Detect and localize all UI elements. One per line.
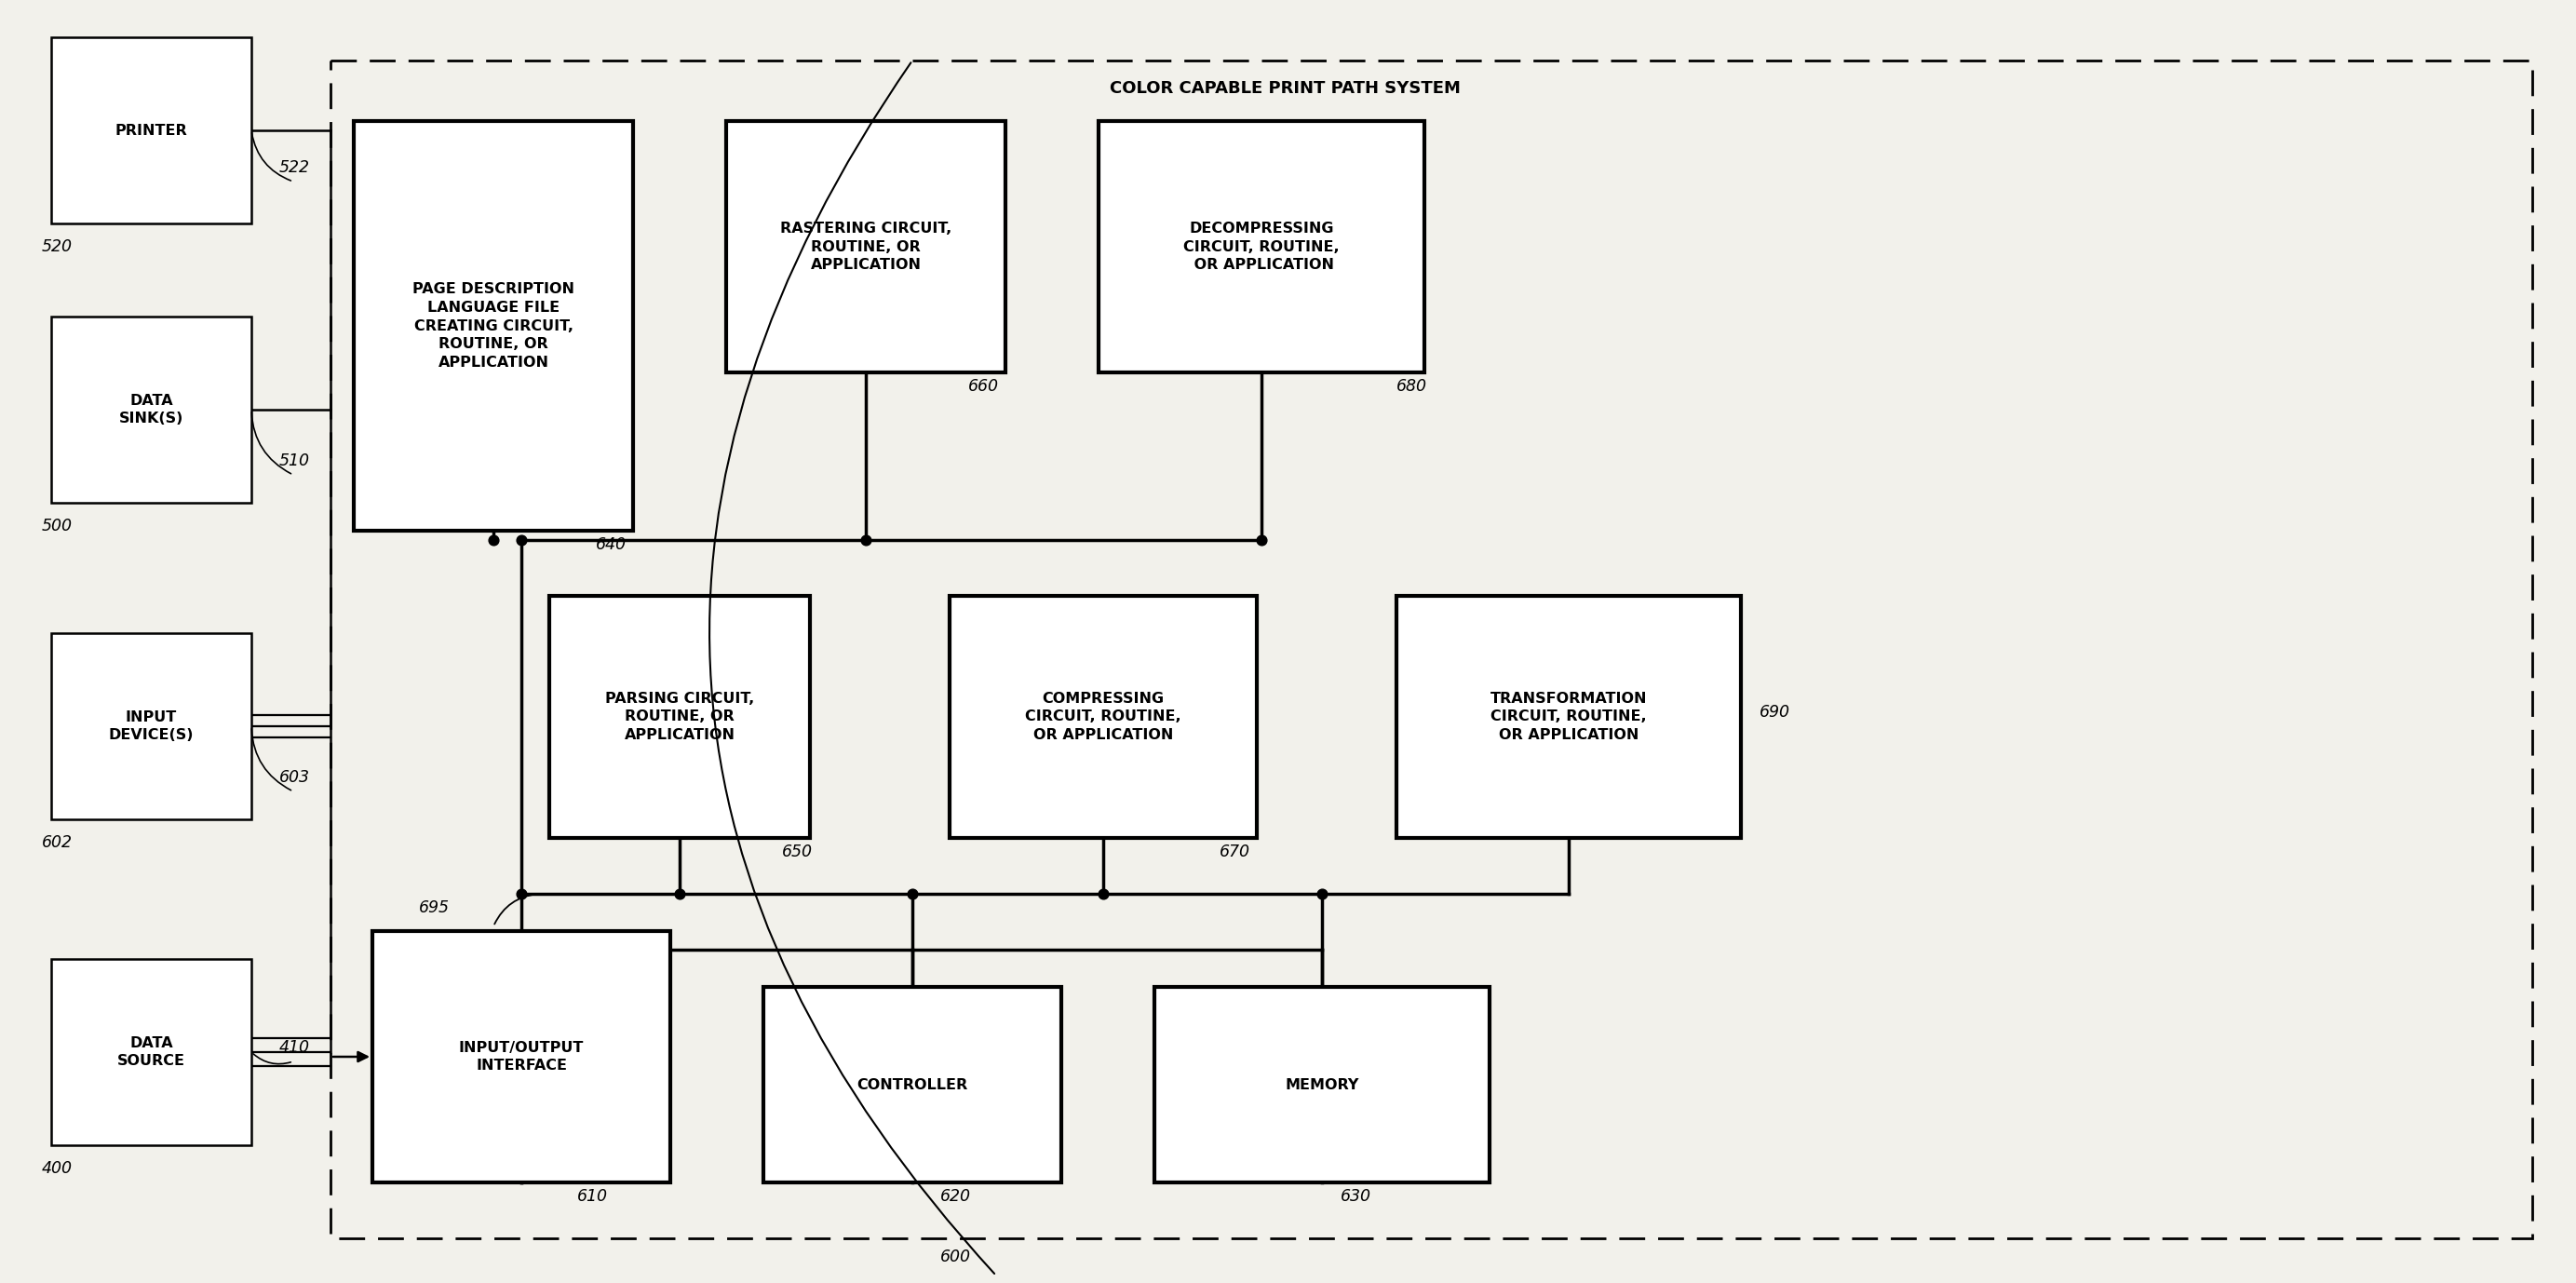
Text: 602: 602 xyxy=(41,834,72,851)
FancyBboxPatch shape xyxy=(762,987,1061,1183)
FancyBboxPatch shape xyxy=(374,931,670,1183)
Text: RASTERING CIRCUIT,
ROUTINE, OR
APPLICATION: RASTERING CIRCUIT, ROUTINE, OR APPLICATI… xyxy=(781,221,951,272)
Text: 522: 522 xyxy=(278,159,309,176)
FancyBboxPatch shape xyxy=(52,958,252,1146)
Text: 680: 680 xyxy=(1396,378,1427,395)
FancyBboxPatch shape xyxy=(1154,987,1489,1183)
Text: COMPRESSING
CIRCUIT, ROUTINE,
OR APPLICATION: COMPRESSING CIRCUIT, ROUTINE, OR APPLICA… xyxy=(1025,692,1182,743)
Text: PARSING CIRCUIT,
ROUTINE, OR
APPLICATION: PARSING CIRCUIT, ROUTINE, OR APPLICATION xyxy=(605,692,755,743)
Text: 500: 500 xyxy=(41,517,72,535)
FancyBboxPatch shape xyxy=(353,121,634,531)
Text: DECOMPRESSING
CIRCUIT, ROUTINE,
 OR APPLICATION: DECOMPRESSING CIRCUIT, ROUTINE, OR APPLI… xyxy=(1182,221,1340,272)
Text: DATA
SOURCE: DATA SOURCE xyxy=(118,1035,185,1069)
Text: DATA
SINK(S): DATA SINK(S) xyxy=(118,394,183,426)
Point xyxy=(659,884,701,905)
Text: 600: 600 xyxy=(940,1248,971,1265)
FancyBboxPatch shape xyxy=(1396,595,1741,838)
Point xyxy=(891,884,933,905)
FancyBboxPatch shape xyxy=(549,595,809,838)
FancyBboxPatch shape xyxy=(951,595,1257,838)
Point xyxy=(845,530,886,550)
Text: 410: 410 xyxy=(278,1039,309,1056)
Text: INPUT
DEVICE(S): INPUT DEVICE(S) xyxy=(108,709,193,743)
Point xyxy=(500,530,541,550)
Text: 620: 620 xyxy=(940,1188,971,1205)
FancyBboxPatch shape xyxy=(52,317,252,503)
Text: 603: 603 xyxy=(278,769,309,785)
Text: PRINTER: PRINTER xyxy=(116,123,188,137)
Text: MEMORY: MEMORY xyxy=(1285,1078,1360,1092)
Point xyxy=(1082,884,1123,905)
Text: 400: 400 xyxy=(41,1160,72,1177)
Text: PAGE DESCRIPTION
LANGUAGE FILE
CREATING CIRCUIT,
ROUTINE, OR
APPLICATION: PAGE DESCRIPTION LANGUAGE FILE CREATING … xyxy=(412,282,574,370)
Text: 610: 610 xyxy=(577,1188,608,1205)
Text: INPUT/OUTPUT
INTERFACE: INPUT/OUTPUT INTERFACE xyxy=(459,1041,585,1073)
FancyBboxPatch shape xyxy=(52,633,252,820)
Text: 695: 695 xyxy=(420,899,451,916)
Text: 510: 510 xyxy=(278,453,309,470)
FancyBboxPatch shape xyxy=(726,121,1005,372)
Point xyxy=(1301,884,1342,905)
Text: 640: 640 xyxy=(595,536,626,553)
Point xyxy=(474,530,515,550)
Point xyxy=(500,884,541,905)
Text: TRANSFORMATION
CIRCUIT, ROUTINE,
OR APPLICATION: TRANSFORMATION CIRCUIT, ROUTINE, OR APPL… xyxy=(1492,692,1646,743)
Text: 690: 690 xyxy=(1759,704,1790,721)
Text: COLOR CAPABLE PRINT PATH SYSTEM: COLOR CAPABLE PRINT PATH SYSTEM xyxy=(1110,80,1461,96)
Text: 650: 650 xyxy=(783,843,814,861)
FancyBboxPatch shape xyxy=(52,37,252,223)
FancyBboxPatch shape xyxy=(1097,121,1425,372)
Text: 670: 670 xyxy=(1218,843,1249,861)
Point xyxy=(1242,530,1283,550)
Text: CONTROLLER: CONTROLLER xyxy=(858,1078,969,1092)
Text: 630: 630 xyxy=(1340,1188,1370,1205)
Text: 520: 520 xyxy=(41,239,72,255)
Text: 660: 660 xyxy=(969,378,999,395)
